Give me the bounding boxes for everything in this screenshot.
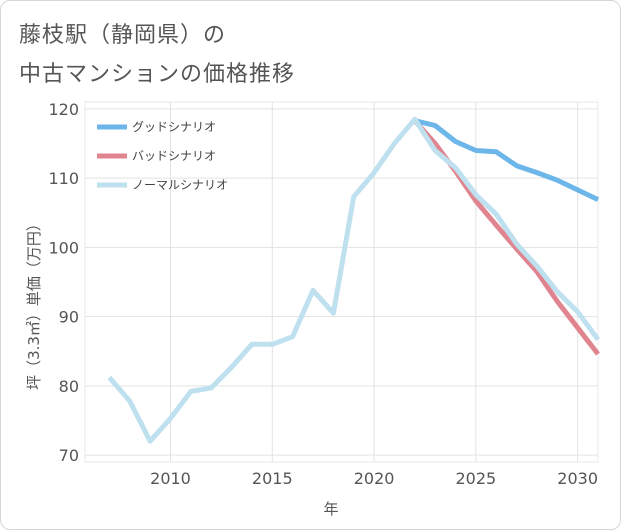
y-tick-90: 90 — [59, 308, 79, 327]
y-axis-label: 坪（3.3㎡）単価（万円） — [25, 216, 43, 390]
x-tick-2010: 2010 — [150, 469, 191, 488]
series-lines — [107, 116, 601, 444]
grid-horizontal — [85, 108, 598, 456]
x-tick-2020: 2020 — [354, 469, 395, 488]
legend-label-1: バッドシナリオ — [132, 149, 216, 163]
chart-title-line-2: 中古マンションの価格推移 — [19, 62, 296, 87]
y-tick-110: 110 — [48, 169, 79, 188]
x-tick-2030: 2030 — [557, 469, 598, 488]
legend-item-2[interactable]: ノーマルシナリオ — [97, 178, 228, 192]
x-axis-ticks: 2010 2015 2020 2025 2030 — [150, 469, 598, 488]
series-line-0 — [414, 118, 600, 202]
chart-title-line-1: 藤枝駅（静岡県）の — [19, 23, 227, 48]
y-tick-70: 70 — [59, 446, 79, 465]
y-axis-ticks: 70 80 90 100 110 120 — [48, 100, 79, 465]
grid-vertical — [170, 102, 579, 462]
y-tick-80: 80 — [59, 377, 79, 396]
legend-item-1[interactable]: バッドシナリオ — [97, 149, 216, 163]
y-tick-120: 120 — [48, 100, 79, 119]
legend-item-0[interactable]: グッドシナリオ — [97, 120, 216, 134]
x-axis-label: 年 — [323, 500, 338, 518]
y-tick-100: 100 — [48, 238, 79, 257]
legend-label-2: ノーマルシナリオ — [132, 178, 228, 192]
x-tick-2025: 2025 — [455, 469, 496, 488]
legend-label-0: グッドシナリオ — [132, 120, 216, 134]
series-line-2 — [107, 116, 601, 444]
x-tick-2015: 2015 — [252, 469, 293, 488]
